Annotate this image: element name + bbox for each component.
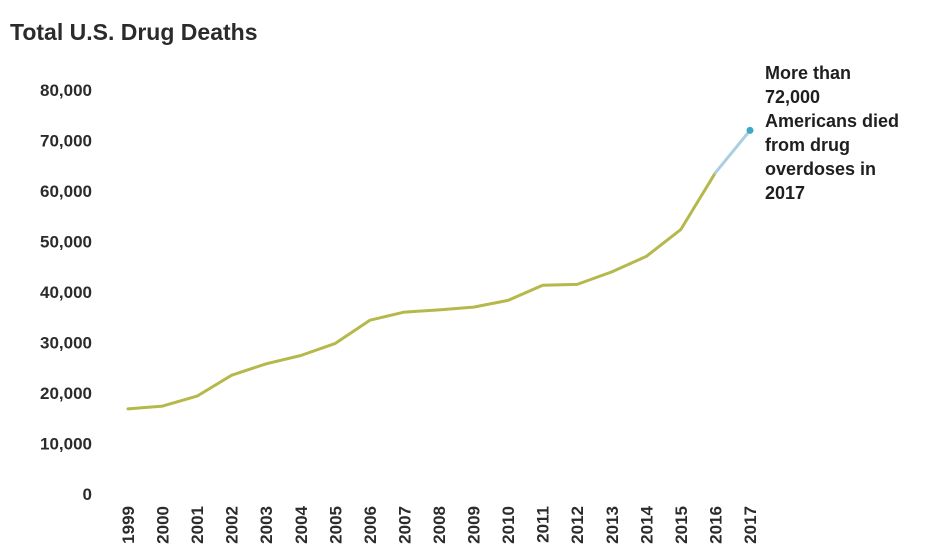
series-group	[126, 126, 754, 411]
y-tick-label: 20,000	[40, 384, 92, 403]
annotation-line: More than	[765, 63, 851, 83]
series-line-2017-segment	[713, 128, 752, 175]
y-tick-label: 70,000	[40, 132, 92, 151]
x-tick-label: 2010	[499, 506, 518, 544]
y-axis-tick-labels: 0 10,000 20,000 30,000 40,000 50,000 60,000 70,…	[40, 81, 92, 504]
x-tick-label: 2016	[706, 506, 725, 544]
annotation: More than 72,000 Americans died from drug ov…	[765, 63, 899, 203]
x-tick-label: 2006	[361, 506, 380, 544]
x-axis-tick-labels: 1999 2000 2001 2002 2003 2004 2005 2006 2007 2008…	[119, 505, 760, 543]
data-point-2017	[746, 126, 754, 134]
y-tick-label: 60,000	[40, 182, 92, 201]
x-tick-label: 2007	[395, 506, 414, 544]
y-tick-label: 40,000	[40, 283, 92, 302]
x-tick-label: 2013	[603, 506, 622, 544]
x-tick-label: 2011	[534, 506, 553, 543]
y-tick-label: 30,000	[40, 334, 92, 353]
x-tick-label: 2005	[326, 506, 345, 544]
y-tick-label: 50,000	[40, 233, 92, 252]
x-tick-label: 2012	[568, 506, 587, 544]
x-tick-label: 1999	[119, 506, 138, 544]
annotation-line: Americans died	[765, 111, 899, 131]
y-tick-label: 0	[83, 485, 92, 504]
chart-title: Total U.S. Drug Deaths	[10, 19, 258, 45]
x-tick-label: 2014	[637, 505, 656, 543]
y-tick-label: 80,000	[40, 81, 92, 100]
annotation-line: 2017	[765, 183, 805, 203]
series-line	[126, 171, 717, 411]
x-tick-label: 2001	[188, 506, 207, 544]
annotation-line: from drug	[765, 135, 850, 155]
x-tick-label: 2003	[257, 506, 276, 544]
x-tick-label: 2017	[741, 506, 760, 544]
x-tick-label: 2000	[154, 506, 173, 544]
x-tick-label: 2002	[223, 506, 242, 544]
x-tick-label: 2008	[430, 506, 449, 544]
x-tick-label: 2009	[465, 506, 484, 544]
annotation-line: 72,000	[765, 87, 820, 107]
y-tick-label: 10,000	[40, 435, 92, 454]
annotation-line: overdoses in	[765, 159, 876, 179]
x-tick-label: 2004	[292, 505, 311, 543]
x-tick-label: 2015	[672, 506, 691, 544]
